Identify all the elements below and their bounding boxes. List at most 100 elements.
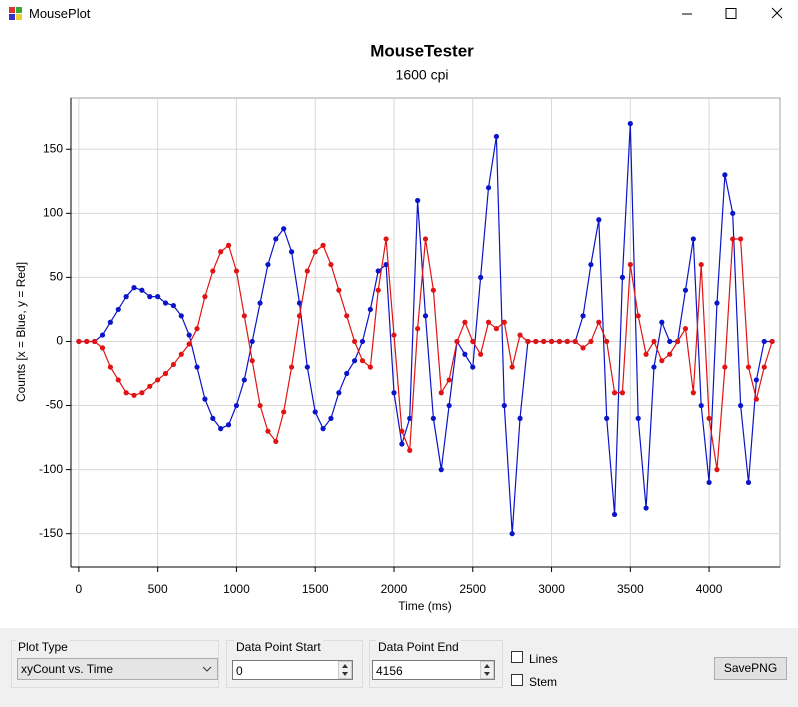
data-point <box>635 415 641 421</box>
data-point <box>391 332 397 338</box>
spinner[interactable] <box>338 661 352 679</box>
data-point <box>588 261 594 268</box>
spinner[interactable] <box>480 661 494 679</box>
group-label: Plot Type <box>16 640 70 654</box>
window-buttons[interactable] <box>660 0 798 28</box>
data-point <box>446 377 452 383</box>
data-point <box>178 313 184 319</box>
checkbox-label: Stem <box>529 675 558 689</box>
stem-checkbox[interactable] <box>511 674 523 686</box>
data-point <box>352 358 358 364</box>
data-point <box>328 261 334 268</box>
data-point <box>367 306 373 313</box>
data-point <box>682 287 689 293</box>
data-point <box>430 415 436 421</box>
y-axis-label: Counts [x = Blue, y = Red] <box>14 262 28 402</box>
data-point <box>470 338 476 345</box>
data-point <box>241 377 247 383</box>
data-point <box>698 261 704 268</box>
data-point <box>643 505 649 511</box>
data-point <box>564 338 570 345</box>
data-point <box>627 261 633 268</box>
data-point <box>627 121 633 127</box>
data-point <box>501 319 507 325</box>
data-point <box>604 338 610 345</box>
data-point <box>281 226 287 232</box>
checkbox-label: Lines <box>529 652 558 666</box>
data-point <box>375 287 381 293</box>
data-point <box>446 402 452 409</box>
data-point <box>698 402 704 409</box>
data-point <box>706 415 712 421</box>
data-point <box>218 249 224 255</box>
group-label: Data Point Start <box>234 640 323 654</box>
data-point <box>225 422 232 428</box>
data-point <box>580 313 586 319</box>
data-point <box>320 426 326 432</box>
data-point <box>344 370 350 377</box>
data-point <box>651 338 657 345</box>
data-point <box>635 313 641 319</box>
data-point <box>659 358 665 364</box>
data-point <box>501 402 507 409</box>
data-point <box>438 467 444 473</box>
data-point <box>147 294 153 300</box>
data-point <box>344 313 350 319</box>
data-point <box>115 377 121 383</box>
data-point <box>517 415 523 421</box>
data-point <box>352 338 358 345</box>
data-point <box>714 300 720 306</box>
data-point <box>218 426 224 432</box>
data-point <box>131 285 137 291</box>
plot-area <box>70 97 781 568</box>
y-tick-label: -100 <box>39 462 63 476</box>
y-tick-label: -50 <box>46 398 64 412</box>
data-point <box>611 390 618 396</box>
data-point <box>690 236 696 242</box>
data-point <box>194 364 200 370</box>
data-point <box>462 319 468 325</box>
data-point <box>99 345 106 351</box>
data-point <box>667 338 673 345</box>
data-point <box>667 351 673 357</box>
lines-checkbox[interactable] <box>511 651 523 663</box>
data-point <box>478 274 484 280</box>
data-point <box>604 415 610 421</box>
data-point <box>556 338 563 345</box>
x-tick-label: 500 <box>148 582 168 596</box>
x-tick-label: 2000 <box>381 582 408 596</box>
data-point <box>611 511 618 518</box>
data-point <box>186 332 192 338</box>
y-tick-label: -150 <box>39 526 63 540</box>
data-point <box>147 383 153 389</box>
data-point <box>202 396 208 402</box>
data-point <box>399 428 405 434</box>
data-point <box>493 326 499 332</box>
data-point <box>273 438 279 445</box>
data-point <box>533 338 539 345</box>
data-point <box>415 197 421 204</box>
x-tick-label: 1000 <box>223 582 250 596</box>
end-input[interactable]: 4156 <box>372 660 495 680</box>
data-point <box>651 364 657 370</box>
data-point <box>509 364 515 370</box>
x-tick-label: 4000 <box>696 582 723 596</box>
plot-type-combo[interactable]: xyCount vs. Time <box>17 658 218 680</box>
start-input[interactable]: 0 <box>232 660 353 680</box>
control-panel: Plot Type xyCount vs. Time Data Point St… <box>0 628 798 707</box>
data-point <box>541 338 547 345</box>
data-point <box>391 390 397 396</box>
x-tick-label: 0 <box>76 582 83 596</box>
y-tick-label: 0 <box>56 334 63 348</box>
data-point <box>706 479 712 486</box>
data-point <box>454 338 460 345</box>
data-point <box>399 441 405 447</box>
save-button[interactable]: SavePNG <box>714 657 787 680</box>
data-point <box>249 358 255 364</box>
x-tick-label: 1500 <box>302 582 329 596</box>
data-point <box>233 402 240 409</box>
data-point <box>745 479 752 486</box>
data-point <box>493 133 499 140</box>
data-point <box>367 364 373 370</box>
data-point <box>738 236 744 242</box>
